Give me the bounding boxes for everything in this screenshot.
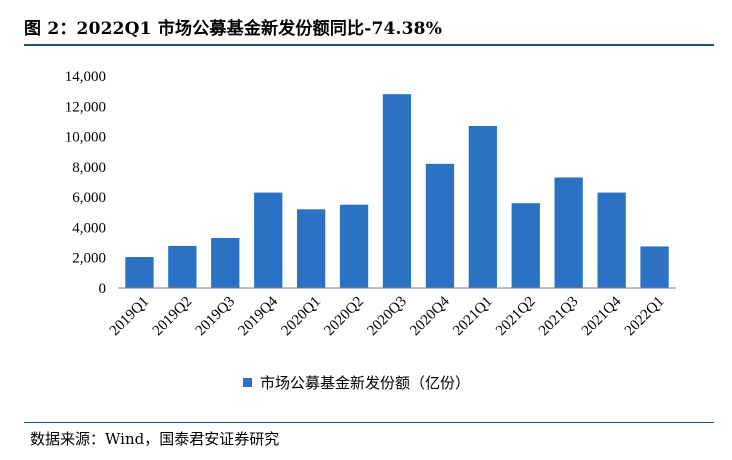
y-tick-label: 10,000 [65,130,106,146]
x-tick-label: 2019Q2 [150,294,195,339]
bar [254,192,283,288]
legend-swatch [243,378,252,387]
title-rule [24,44,714,46]
bar [640,246,669,288]
source-rule [24,422,714,423]
source-note: 数据来源：Wind，国泰君安证券研究 [30,430,280,448]
y-tick-label: 0 [99,281,107,297]
y-axis: 0 2,000 4,000 6,000 8,000 10,000 12,000 14,000 [65,69,106,297]
x-tick-label: 2021Q4 [579,293,625,339]
y-tick-label: 14,000 [65,69,106,85]
y-tick-label: 2,000 [72,251,106,267]
y-tick-label: 6,000 [72,190,106,206]
bar [339,204,369,288]
bar [597,192,626,288]
bar [382,94,412,288]
figure-title: 图 2：2022Q1 市场公募基金新发份额同比-74.38% [24,19,443,39]
x-tick-label: 2019Q3 [193,294,238,339]
chart-legend: 市场公募基金新发份额（亿份） [243,372,470,393]
x-tick-label: 2020Q1 [278,294,323,339]
bar [511,203,540,288]
x-tick-label: 2020Q4 [407,293,453,339]
y-tick-label: 8,000 [72,160,106,176]
x-tick-label: 2021Q2 [493,294,538,339]
x-tick-label: 2022Q1 [622,294,667,339]
bar [468,126,497,288]
x-tick-label: 2020Q3 [364,294,409,339]
bar [554,177,583,288]
x-tick-label: 2021Q1 [450,294,495,339]
x-tick-label: 2021Q3 [536,294,581,339]
bar [425,163,455,288]
y-tick-label: 4,000 [72,220,106,236]
x-tick-label: 2019Q4 [236,293,282,339]
legend-label: 市场公募基金新发份额（亿份） [260,374,471,392]
bar-chart: 02,0004,0006,0008,00010,00012,00014,000 … [65,69,676,339]
x-tick-label: 2020Q2 [321,294,366,339]
bar [125,257,154,288]
bar [211,238,240,288]
bar-series [125,94,669,288]
x-tick-label: 2019Q1 [107,294,152,339]
x-axis: 2019Q12019Q22019Q32019Q42020Q12020Q22020… [107,287,676,339]
bar [168,245,197,288]
y-tick-label: 12,000 [65,99,106,115]
bar [297,209,326,288]
